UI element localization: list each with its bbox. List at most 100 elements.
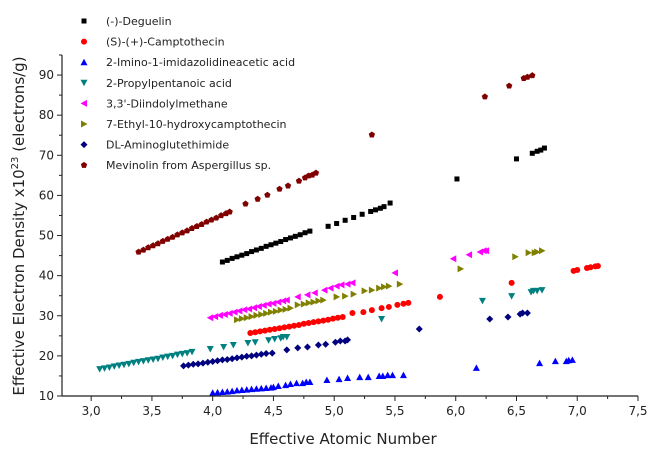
data-point [262, 349, 270, 357]
data-point [174, 231, 181, 238]
data-point [223, 355, 231, 363]
data-point [258, 245, 264, 251]
data-point [541, 145, 547, 151]
data-point [229, 342, 237, 349]
data-point [278, 239, 284, 245]
data-point [387, 200, 393, 206]
data-point [359, 211, 365, 217]
data-point [198, 221, 205, 227]
data-point [159, 354, 167, 361]
data-point [105, 364, 113, 372]
series-7 [135, 72, 536, 255]
data-point [336, 337, 344, 345]
data-point [504, 313, 512, 321]
data-point [263, 309, 270, 317]
legend-item: DL-Aminoglutethimide [80, 139, 229, 152]
data-point [283, 237, 289, 243]
data-point [519, 309, 527, 317]
data-point [292, 233, 298, 239]
data-point [512, 253, 519, 261]
data-point [279, 297, 287, 305]
data-point [287, 304, 294, 312]
data-point [323, 376, 331, 383]
data-point [287, 235, 293, 241]
legend-label: (-)-Deguelin [106, 15, 172, 28]
data-point [135, 248, 142, 255]
data-point [154, 240, 162, 247]
data-point [257, 384, 265, 392]
data-point [378, 305, 385, 312]
legend-item: Mevinolin from Aspergillus sp. [80, 159, 271, 172]
data-point [199, 359, 207, 367]
series-5 [233, 247, 546, 324]
legend-label: (S)-(+)-Camptothecin [106, 36, 225, 49]
data-point [506, 82, 513, 89]
data-point [342, 217, 348, 223]
data-point [149, 356, 157, 363]
data-point [213, 214, 220, 221]
data-point [234, 254, 240, 260]
data-point [305, 319, 312, 326]
data-point [594, 263, 601, 270]
data-point [481, 93, 489, 100]
data-point [209, 357, 217, 365]
data-point [252, 385, 260, 392]
data-point [244, 251, 250, 257]
legend-marker-diamond-icon [80, 141, 88, 149]
data-point [188, 225, 196, 231]
data-point [188, 348, 196, 356]
data-point [294, 293, 301, 301]
data-point [260, 301, 267, 309]
data-point [508, 279, 515, 286]
data-point [315, 318, 322, 325]
series-0 [219, 145, 547, 265]
data-point [400, 300, 407, 307]
data-point [350, 290, 358, 298]
data-point [254, 195, 261, 202]
data-point [206, 346, 214, 353]
data-point [524, 73, 531, 80]
data-point [261, 327, 268, 334]
data-point [436, 293, 443, 300]
data-point [478, 297, 486, 305]
data-point [257, 328, 264, 335]
legend-label: DL-Aminoglutethimide [106, 139, 229, 152]
data-point [214, 357, 222, 365]
data-point [303, 343, 311, 351]
data-point [159, 237, 166, 244]
data-point [273, 240, 279, 246]
data-point [239, 252, 245, 258]
data-point [385, 282, 393, 290]
legend-item: 2-Propylpentanoic acid [80, 77, 232, 90]
data-point [300, 320, 307, 327]
data-point [508, 293, 516, 300]
data-point [247, 330, 254, 337]
data-point [211, 313, 219, 321]
plot-area [96, 72, 601, 396]
data-point [327, 284, 334, 292]
data-point [283, 296, 290, 304]
data-point [378, 315, 386, 323]
data-point [248, 385, 256, 393]
data-point [255, 303, 262, 311]
data-point [268, 349, 276, 357]
axes: 3,0 3,5 4,0 4,5 5,0 5,5 6,0 6,5 7,0 7,5 10 20 30 40 50… [39, 54, 648, 418]
legend: (-)-Deguelin (S)-(+)-Camptothecin 2-Imino-… [80, 15, 295, 172]
data-point [282, 305, 290, 313]
data-point [216, 311, 223, 319]
data-point [376, 284, 383, 292]
data-point [356, 373, 364, 381]
data-point [214, 388, 222, 396]
data-point [251, 339, 259, 346]
data-point [209, 389, 217, 396]
data-point [310, 298, 318, 306]
data-point [184, 361, 192, 369]
data-point [381, 204, 387, 210]
y-tick-label: 20 [39, 349, 54, 363]
data-point [268, 242, 274, 248]
data-point [568, 356, 576, 363]
data-point [551, 357, 559, 365]
data-point [457, 265, 465, 273]
data-point [276, 185, 283, 192]
data-point [312, 169, 320, 176]
